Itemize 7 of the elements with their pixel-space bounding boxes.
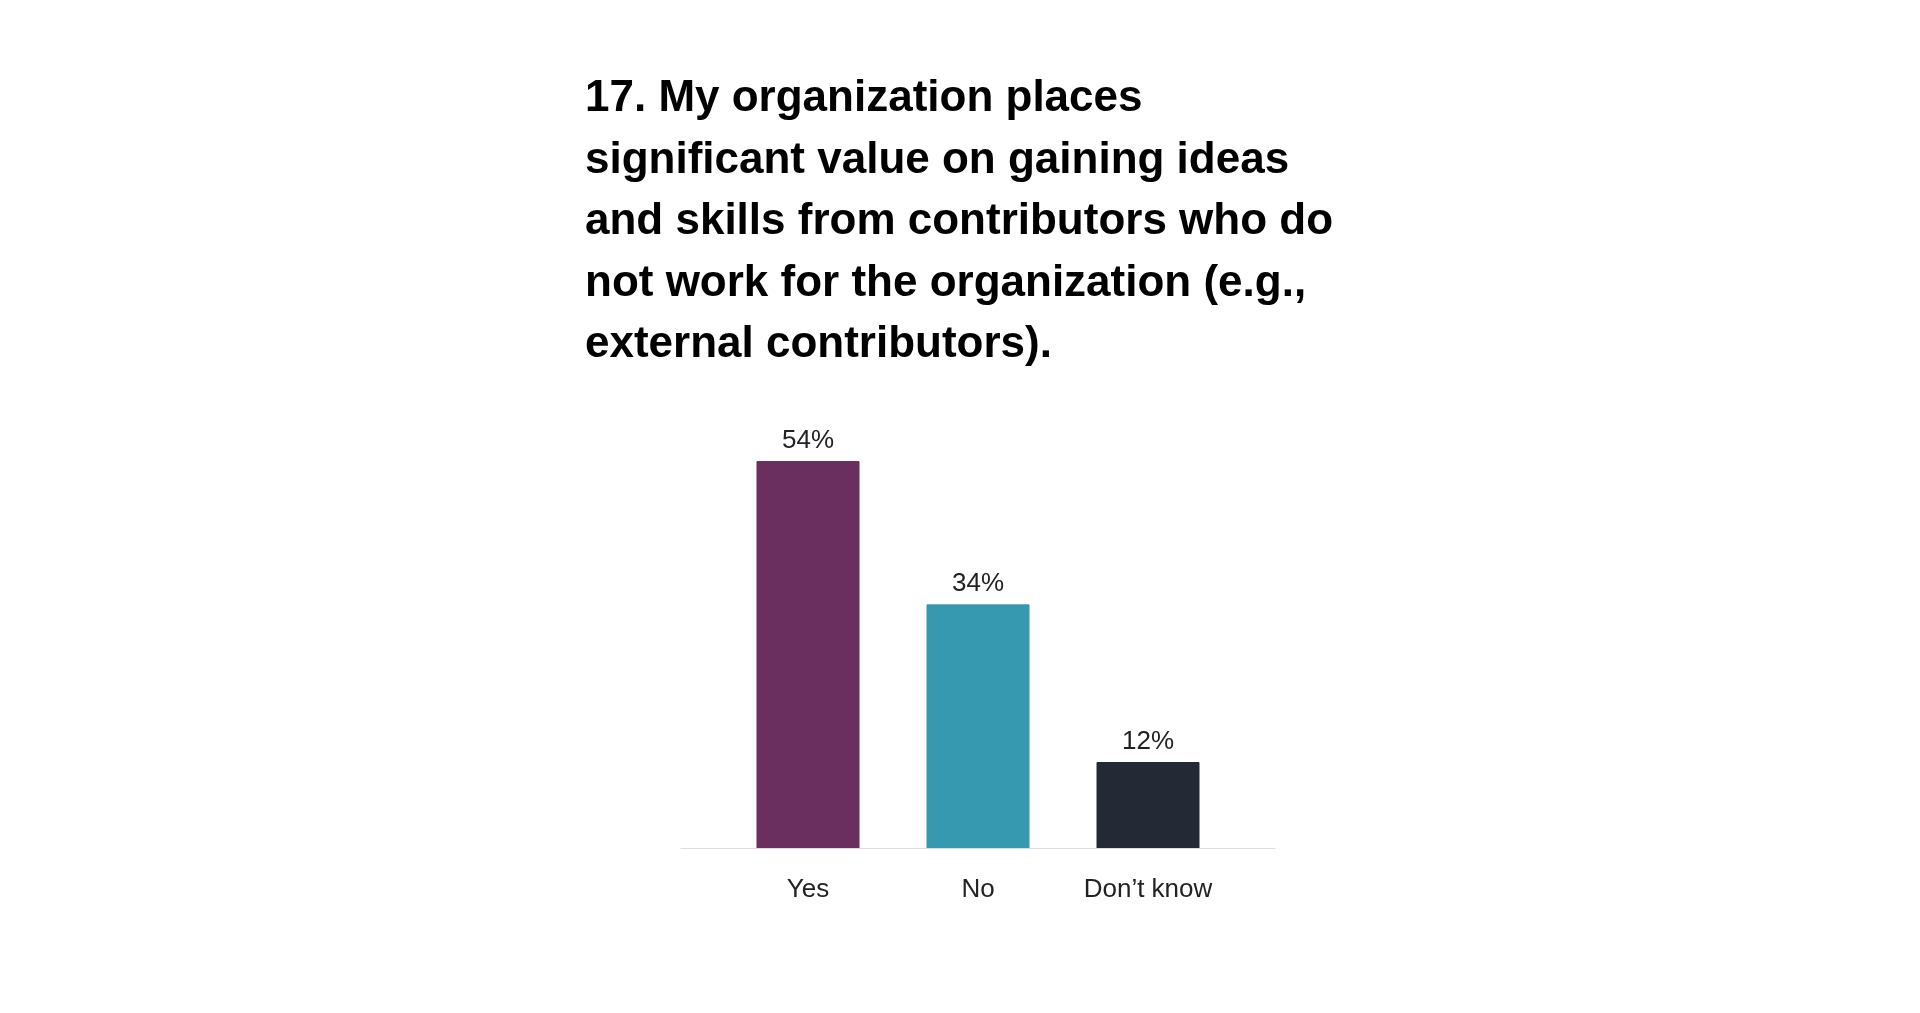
data-label: 54%	[781, 423, 835, 454]
data-label: 34%	[951, 566, 1005, 597]
x-tick-label: Yes	[786, 872, 830, 903]
x-tick-label: Don’t know	[1083, 872, 1213, 903]
data-label: 12%	[1121, 724, 1175, 755]
x-tick-label: No	[961, 872, 995, 903]
chart-title: 17. My organization places significant value on gaining ideas and skills from contributors who do not work for the organization (e.g., external contributors).	[585, 70, 1335, 369]
